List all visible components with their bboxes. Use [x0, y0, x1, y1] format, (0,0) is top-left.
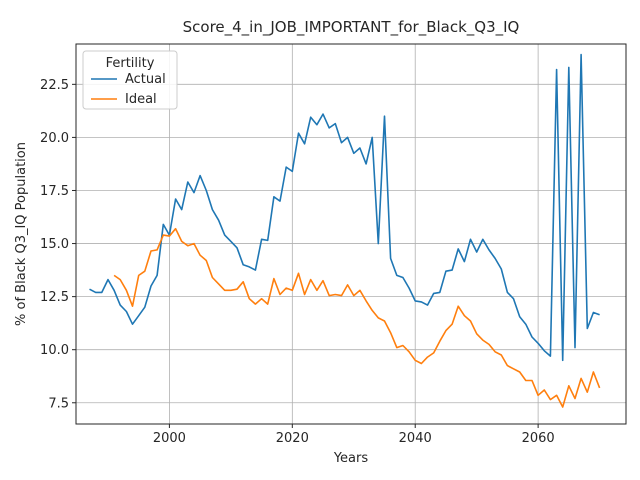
x-tick-label-1: 2020	[276, 431, 309, 446]
legend-title: Fertility	[106, 56, 155, 71]
y-tick-label-4: 17.5	[40, 184, 69, 199]
x-tick-label-2: 2040	[399, 431, 432, 446]
legend-label-actual: Actual	[125, 72, 166, 87]
series-line-ideal	[113, 227, 601, 408]
legend: Fertility Actual Ideal	[82, 50, 178, 110]
x-axis-ticks: 2000 2020 2040 2060	[153, 424, 555, 446]
y-tick-label-6: 22.5	[40, 78, 69, 93]
chart-title: Score_4_in_JOB_IMPORTANT_for_Black_Q3_IQ	[183, 18, 520, 37]
y-axis-label: % of Black Q3_IQ Population	[14, 142, 29, 326]
grid-lines	[76, 44, 626, 424]
plot-frame	[75, 43, 627, 425]
series-layer	[89, 53, 601, 408]
series-line-actual	[89, 53, 600, 362]
y-tick-label-2: 12.5	[40, 290, 69, 305]
x-tick-label-3: 2060	[522, 431, 555, 446]
y-axis-ticks: 7.5 10.0 12.5 15.0 17.5 20.0 22.5	[40, 78, 76, 411]
x-tick-label-0: 2000	[153, 431, 186, 446]
y-tick-label-1: 10.0	[40, 343, 69, 358]
y-tick-label-3: 15.0	[40, 237, 69, 252]
legend-box	[82, 50, 178, 110]
x-axis-label: Years	[333, 451, 369, 466]
y-tick-label-5: 20.0	[40, 131, 69, 146]
legend-label-ideal: Ideal	[125, 92, 157, 107]
y-tick-label-0: 7.5	[48, 396, 69, 411]
